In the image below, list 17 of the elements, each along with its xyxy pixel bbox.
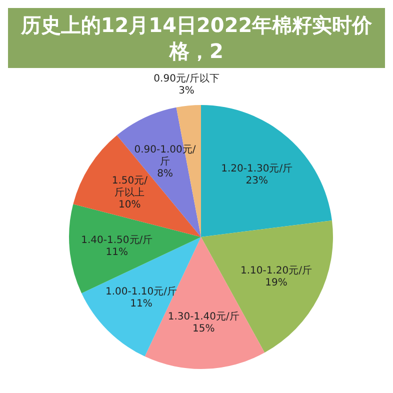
slice-label: 1.20-1.30元/斤	[221, 162, 293, 175]
data-label: 19%	[265, 277, 288, 288]
data-label: 3%	[178, 86, 194, 97]
slice-label: 1.40-1.50元/斤	[81, 234, 153, 246]
data-label: 8%	[157, 168, 173, 180]
slice-label: 1.50元/斤以上	[112, 176, 148, 199]
data-label: 15%	[192, 323, 215, 334]
data-label: 23%	[246, 176, 268, 187]
slice-label: 0.90-1.00元/斤	[134, 144, 196, 168]
pie-slice	[201, 105, 332, 237]
slice-label: 0.90元/斤以下	[154, 72, 220, 85]
data-label: 11%	[130, 298, 152, 310]
data-label: 10%	[118, 200, 141, 211]
chart-title: 历史上的12月14日2022年棉籽实时价格，2	[8, 8, 385, 68]
slice-label: 1.10-1.20元/斤	[240, 264, 312, 276]
data-label: 11%	[106, 246, 128, 258]
slice-label: 1.30-1.40元/斤	[168, 310, 240, 322]
